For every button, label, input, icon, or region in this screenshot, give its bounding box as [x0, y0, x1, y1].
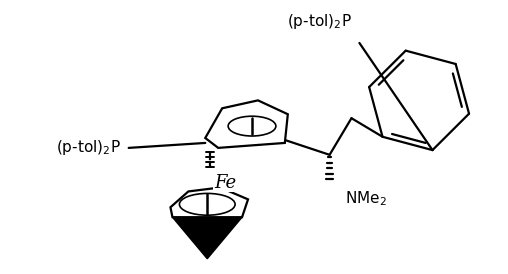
Polygon shape: [171, 187, 248, 217]
Text: N$\mathregular{Me_2}$: N$\mathregular{Me_2}$: [344, 189, 386, 208]
Text: Fe: Fe: [214, 173, 236, 192]
Text: (p-tol)$_2$P: (p-tol)$_2$P: [56, 138, 121, 157]
Text: (p-tol)$_2$P: (p-tol)$_2$P: [287, 12, 352, 31]
Polygon shape: [205, 100, 288, 148]
Polygon shape: [172, 217, 242, 259]
